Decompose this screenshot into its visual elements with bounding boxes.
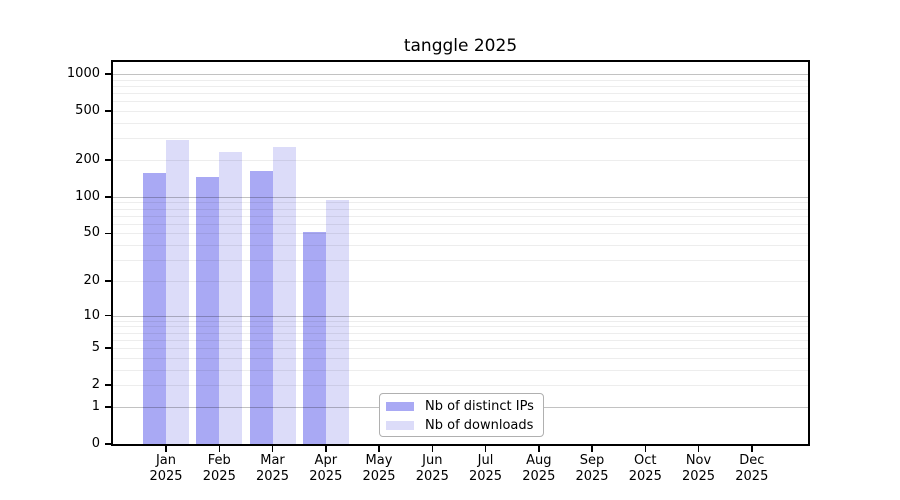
- x-tick-mark-oct: [644, 446, 646, 452]
- y-tick-label-2: 2: [91, 377, 100, 393]
- x-tick-month: Sep: [579, 453, 605, 468]
- y-tick-label-1: 1: [91, 398, 100, 414]
- x-tick-mark-aug: [538, 446, 540, 452]
- y-tick-mark-1000: [105, 73, 111, 75]
- x-tick-month: Aug: [526, 453, 552, 468]
- x-tick-year: 2025: [255, 469, 290, 484]
- x-tick-month: Jul: [477, 453, 494, 468]
- y-tick-mark-20: [105, 280, 111, 282]
- legend-item-distinct-ips: Nb of distinct IPs: [380, 397, 543, 416]
- x-tick-month: Mar: [260, 453, 285, 468]
- y-tick-label-500: 500: [75, 103, 100, 118]
- y-tick-mark-50: [105, 232, 111, 235]
- x-tick-label-may: May 2025: [351, 453, 407, 485]
- x-tick-month: Feb: [207, 453, 231, 468]
- y-tick-mark-1: [105, 406, 111, 408]
- x-tick-mark-may: [378, 446, 380, 452]
- x-tick-label-jul: Jul 2025: [458, 453, 514, 485]
- x-tick-mark-jan: [165, 446, 167, 452]
- x-tick-month: Jan: [155, 453, 177, 468]
- x-tick-label-jun: Jun 2025: [404, 453, 460, 485]
- x-tick-month: Apr: [314, 453, 338, 468]
- x-tick-year: 2025: [628, 469, 662, 484]
- chart-title: tanggle 2025: [403, 36, 518, 56]
- x-tick-label-aug: Aug 2025: [511, 453, 567, 485]
- legend-swatch-distinct-ips: [386, 402, 414, 411]
- x-tick-label-nov: Nov 2025: [671, 453, 727, 485]
- y-tick-label-5: 5: [91, 340, 100, 355]
- x-tick-year: 2025: [309, 469, 343, 484]
- y-tick-label-50: 50: [83, 225, 100, 241]
- x-tick-label-apr: Apr 2025: [298, 453, 354, 485]
- plot-area: [111, 60, 810, 446]
- x-tick-year: 2025: [202, 469, 236, 484]
- x-tick-mark-apr: [325, 446, 327, 452]
- x-tick-mark-jul: [484, 446, 487, 452]
- bar-distinct-ips-jan: [143, 172, 166, 444]
- x-tick-mark-feb: [218, 446, 220, 452]
- x-tick-year: 2025: [149, 469, 183, 484]
- bar-distinct-ips-feb: [196, 176, 220, 444]
- y-tick-mark-100: [105, 196, 111, 198]
- y-tick-label-1000: 1000: [66, 65, 100, 81]
- y-tick-mark-500: [105, 110, 111, 112]
- x-tick-year: 2025: [681, 469, 716, 484]
- y-tick-label-20: 20: [83, 272, 100, 288]
- y-tick-label-0: 0: [91, 436, 100, 451]
- y-tick-mark-0: [105, 443, 111, 445]
- x-tick-mark-nov: [697, 446, 700, 452]
- y-tick-mark-5: [105, 347, 111, 349]
- x-tick-label-oct: Oct 2025: [617, 453, 673, 485]
- x-tick-year: 2025: [468, 469, 503, 484]
- legend-swatch-downloads: [386, 421, 414, 430]
- x-tick-year: 2025: [575, 469, 609, 484]
- legend-label-downloads: Nb of downloads: [425, 418, 534, 433]
- bar-distinct-ips-apr: [302, 232, 326, 444]
- x-tick-year: 2025: [362, 469, 396, 484]
- y-tick-mark-200: [105, 159, 111, 161]
- legend: Nb of distinct IPs Nb of downloads: [379, 393, 544, 437]
- x-tick-month: Nov: [685, 453, 712, 468]
- x-tick-mark-dec: [751, 446, 753, 452]
- x-tick-label-dec: Dec 2025: [724, 453, 780, 485]
- y-tick-mark-2: [105, 384, 111, 386]
- bar-downloads-jan: [166, 140, 189, 444]
- y-tick-label-200: 200: [75, 151, 100, 167]
- x-tick-month: May: [365, 453, 393, 468]
- bar-downloads-mar: [272, 146, 296, 444]
- x-tick-label-sep: Sep 2025: [564, 453, 620, 485]
- x-tick-month: Dec: [739, 453, 765, 468]
- bar-downloads-feb: [219, 151, 243, 444]
- x-tick-year: 2025: [522, 469, 556, 484]
- bar-downloads-apr: [325, 200, 349, 444]
- legend-label-distinct-ips: Nb of distinct IPs: [425, 399, 534, 414]
- x-tick-label-feb: Feb 2025: [191, 453, 247, 485]
- x-tick-month: Oct: [634, 453, 657, 468]
- y-tick-label-10: 10: [83, 307, 100, 323]
- x-tick-mark-mar: [271, 446, 274, 452]
- x-tick-label-jan: Jan 2025: [138, 453, 194, 485]
- x-tick-year: 2025: [735, 469, 769, 484]
- x-tick-month: Jun: [422, 453, 443, 468]
- y-tick-mark-10: [105, 314, 111, 317]
- x-tick-mark-jun: [431, 446, 433, 452]
- bars-layer: [113, 62, 808, 444]
- x-tick-year: 2025: [415, 469, 449, 484]
- y-tick-label-100: 100: [75, 188, 100, 204]
- x-tick-label-mar: Mar 2025: [245, 453, 301, 485]
- bar-distinct-ips-mar: [249, 170, 273, 444]
- x-tick-mark-sep: [591, 446, 593, 452]
- legend-item-downloads: Nb of downloads: [380, 416, 543, 435]
